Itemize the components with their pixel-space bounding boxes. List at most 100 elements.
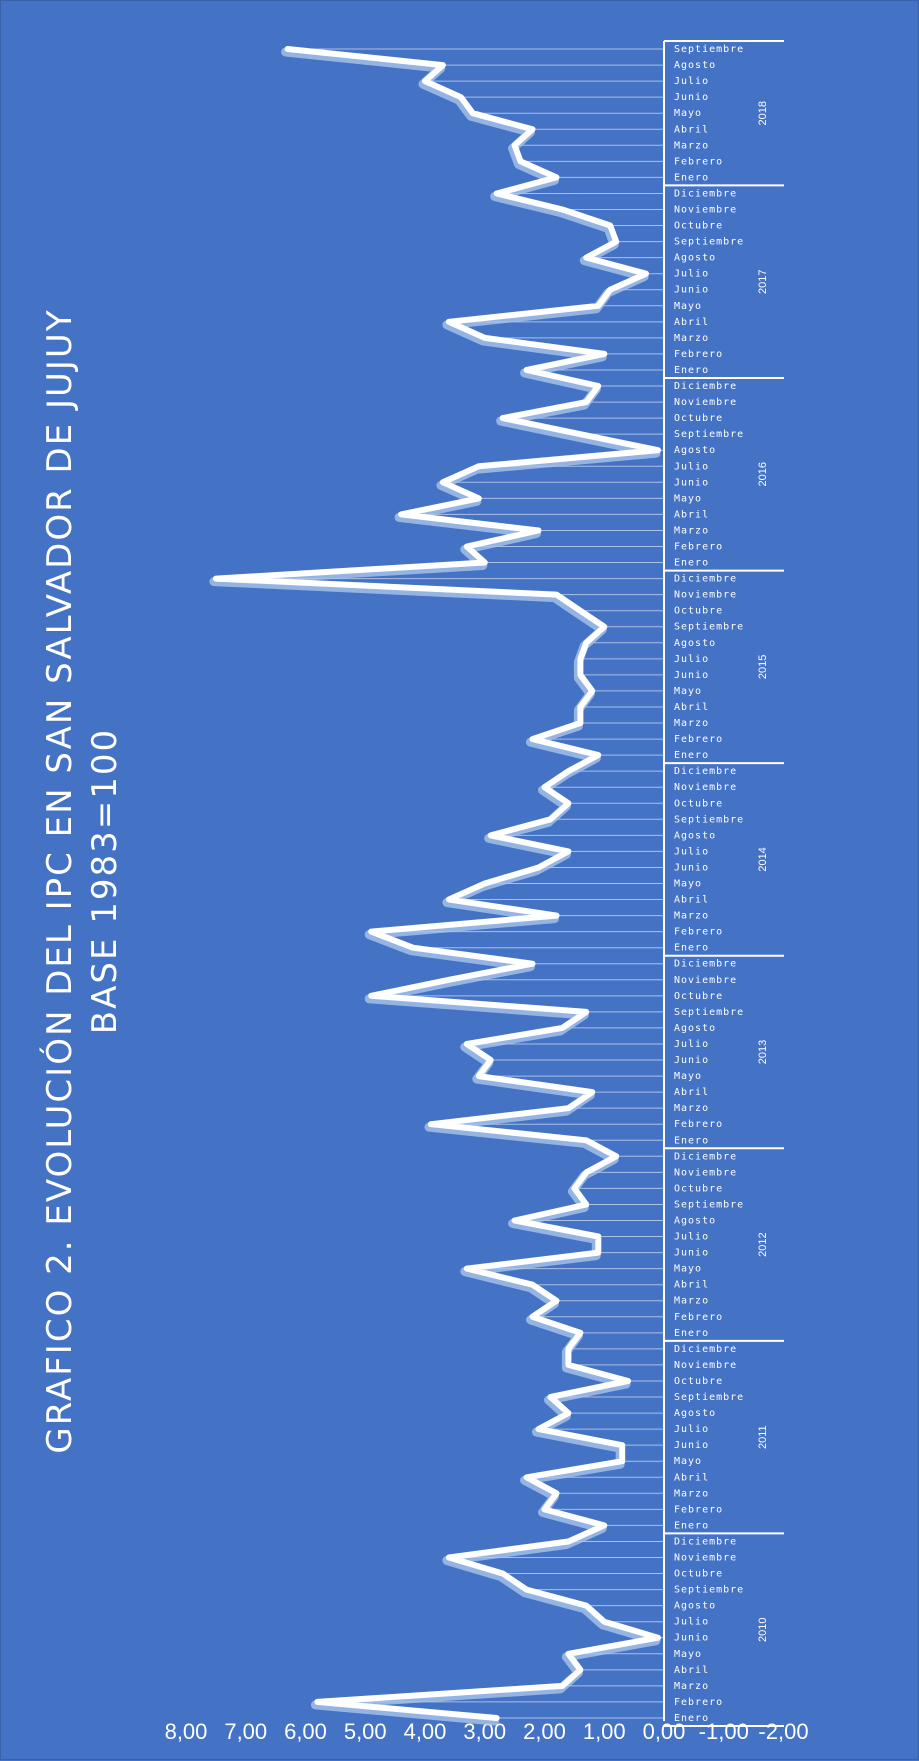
data-point (565, 768, 571, 774)
chart-title: GRAFICO 2. EVOLUCIÓN DEL IPC EN SAN SALV… (39, 308, 80, 1453)
x-tick-label: Julio (674, 1617, 709, 1628)
data-point (655, 447, 661, 453)
data-point (482, 881, 488, 886)
x-tick-label: Agosto (674, 1601, 716, 1612)
data-point (285, 46, 291, 52)
x-tick-label: Diciembre (674, 188, 737, 199)
x-tick-label: Febrero (674, 349, 723, 360)
x-tick-label: Mayo (674, 1456, 702, 1467)
x-tick-label: Diciembre (674, 766, 737, 777)
data-point (512, 142, 518, 148)
x-tick-label: Agosto (674, 253, 716, 264)
x-tick-label: Abril (674, 124, 709, 135)
x-tick-label: Enero (674, 943, 709, 954)
year-label: 2014 (757, 847, 769, 871)
data-point (589, 1089, 595, 1095)
x-tick-label: Diciembre (674, 1536, 737, 1547)
x-tick-label: Octubre (674, 413, 723, 424)
data-point (565, 1410, 571, 1416)
x-tick-label: Abril (674, 1665, 709, 1676)
y-tick-label: 1,00 (583, 1719, 626, 1744)
x-tick-label: Julio (674, 846, 709, 857)
x-tick-label: Septiembre (674, 429, 744, 440)
year-label: 2012 (757, 1232, 769, 1256)
data-point (542, 784, 547, 790)
x-tick-label: Octubre (674, 606, 723, 617)
x-tick-label: Octubre (674, 991, 723, 1002)
x-tick-label: Junio (674, 862, 709, 873)
x-tick-label: Mayo (674, 493, 702, 504)
data-point (470, 110, 476, 116)
data-point (440, 62, 446, 68)
x-tick-label: Marzo (674, 333, 709, 344)
data-point (494, 1715, 500, 1721)
year-label: 2011 (757, 1425, 769, 1449)
data-point (607, 287, 613, 293)
x-tick-label: Diciembre (674, 1344, 737, 1355)
x-tick-label: Enero (674, 750, 709, 761)
x-tick-label: Enero (674, 1520, 709, 1531)
data-point (595, 1250, 601, 1256)
data-point (577, 431, 583, 437)
x-tick-label: Mayo (674, 1264, 702, 1275)
x-tick-label: Agosto (674, 445, 716, 456)
data-point (464, 544, 470, 549)
x-tick-label: Noviembre (674, 205, 737, 216)
data-point (577, 1667, 583, 1673)
data-point (464, 1266, 470, 1272)
x-tick-label: Agosto (674, 1408, 716, 1419)
x-tick-label: Julio (674, 1039, 709, 1050)
drop-lines (215, 48, 664, 1719)
x-tick-label: Enero (674, 558, 709, 569)
data-point (577, 1330, 583, 1336)
data-point (565, 848, 571, 854)
x-tick-label: Enero (674, 1713, 709, 1724)
data-point (536, 1426, 542, 1432)
data-point (613, 239, 619, 245)
x-tick-label: Junio (674, 92, 709, 103)
x-tick-label: Noviembre (674, 1360, 737, 1371)
y-tick-label: 7,00 (224, 1719, 267, 1744)
data-point (577, 656, 583, 662)
data-point (482, 335, 488, 341)
data-point (500, 1571, 506, 1577)
data-point (500, 415, 506, 421)
data-point (595, 1234, 601, 1240)
x-tick-label: Julio (674, 76, 709, 87)
x-tick-label: Abril (674, 509, 709, 520)
data-point (577, 608, 583, 614)
data-point (410, 945, 416, 951)
data-point (446, 1555, 452, 1560)
data-point (542, 1506, 547, 1512)
data-point (553, 1298, 559, 1304)
data-point (571, 1185, 577, 1191)
data-point (553, 1490, 559, 1496)
data-point (559, 207, 565, 212)
x-tick-label: Abril (674, 317, 709, 328)
x-tick-label: Febrero (674, 156, 723, 167)
data-point (619, 1458, 625, 1464)
data-point (488, 1057, 494, 1063)
data-point (583, 1137, 589, 1143)
data-point (583, 399, 589, 405)
x-tick-label: Abril (674, 895, 709, 906)
data-point (583, 1009, 589, 1015)
data-point (559, 1683, 565, 1689)
x-tick-label: Febrero (674, 734, 723, 745)
data-point (464, 1041, 470, 1047)
y-tick-label: 2,00 (523, 1719, 566, 1744)
data-point (553, 174, 559, 180)
x-tick-label: Diciembre (674, 574, 737, 585)
x-tick-label: Noviembre (674, 590, 737, 601)
data-point (530, 736, 536, 742)
data-point (601, 351, 607, 357)
data-point (583, 1169, 589, 1175)
x-tick-label: Agosto (674, 1023, 716, 1034)
data-point (476, 1073, 482, 1079)
year-label: 2013 (757, 1040, 769, 1064)
x-tick-label: Julio (674, 654, 709, 665)
x-tick-label: Mayo (674, 108, 702, 119)
x-tick-label: Diciembre (674, 381, 737, 392)
data-point (213, 576, 219, 582)
x-tick-label: Abril (674, 1087, 709, 1098)
